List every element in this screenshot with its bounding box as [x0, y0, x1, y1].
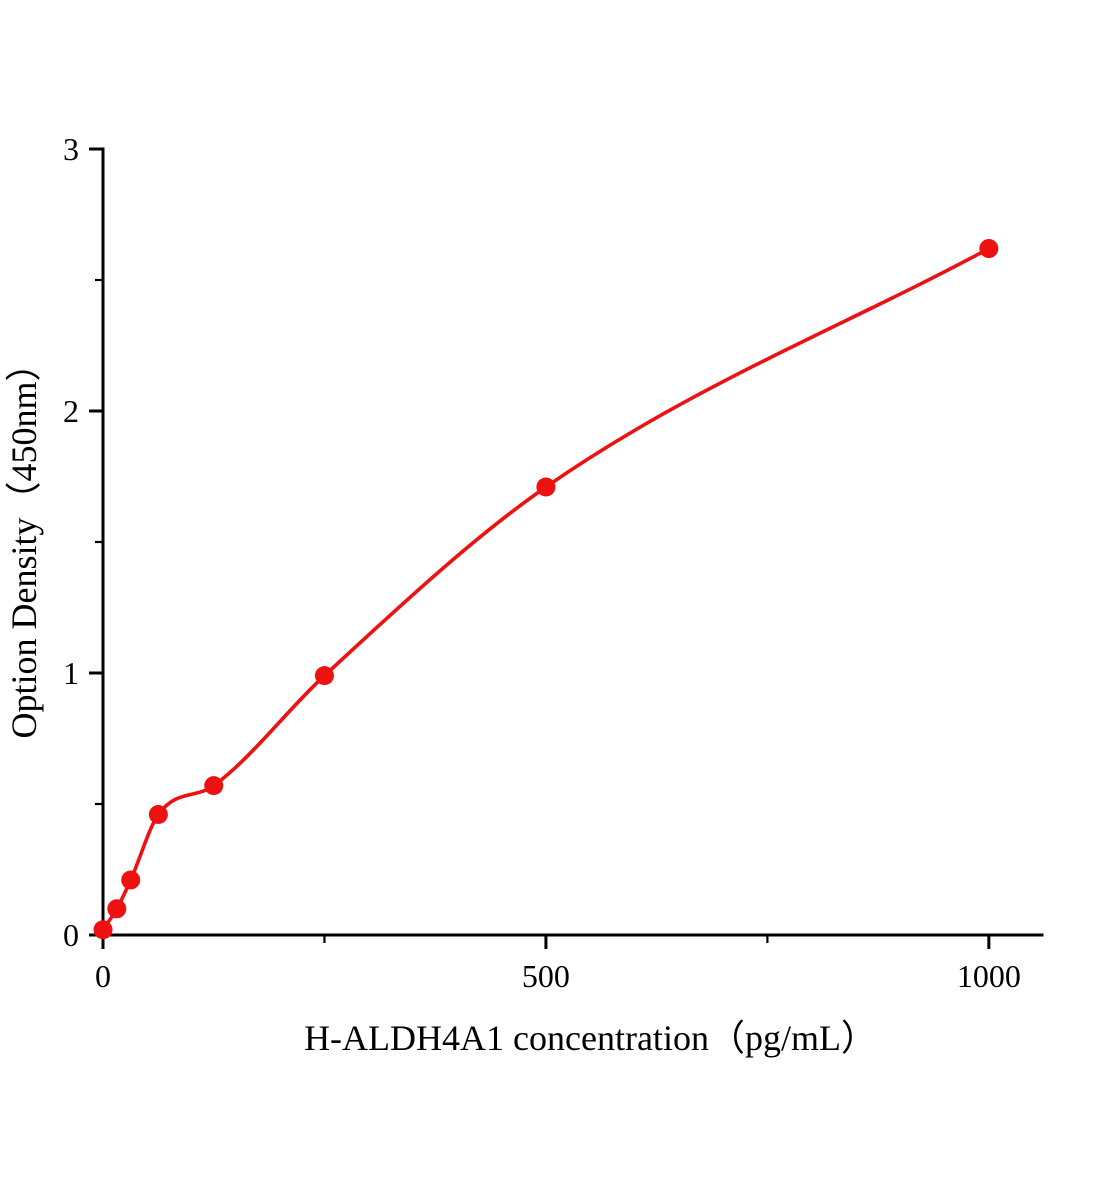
- y-axis-label: Option Density（450nm）: [4, 346, 44, 739]
- axis-lines: [101, 147, 1044, 937]
- data-point: [148, 804, 168, 824]
- x-tick-label: 1000: [957, 958, 1021, 994]
- x-tick-label: 0: [95, 958, 111, 994]
- y-tick-label: 2: [63, 393, 79, 429]
- data-point: [93, 920, 113, 940]
- data-point: [536, 477, 556, 497]
- data-point: [979, 239, 999, 259]
- fit-curve: [101, 246, 991, 932]
- data-point: [314, 666, 334, 686]
- data-point: [121, 870, 141, 890]
- data-point: [107, 899, 127, 919]
- y-tick-label: 0: [63, 917, 79, 953]
- y-tick-label: 1: [63, 655, 79, 691]
- x-axis-label: H-ALDH4A1 concentration（pg/mL）: [304, 1018, 877, 1058]
- data-point: [204, 776, 224, 796]
- x-tick-label: 500: [522, 958, 570, 994]
- y-tick-label: 3: [63, 131, 79, 167]
